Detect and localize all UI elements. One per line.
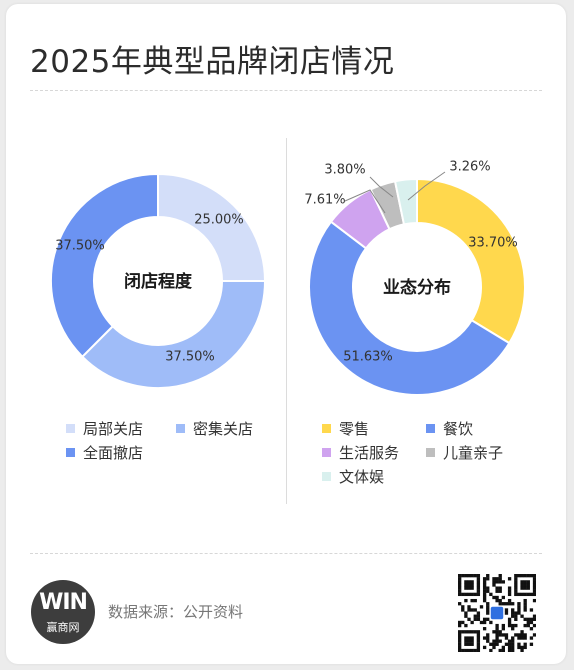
donut-slice-business-0 xyxy=(416,177,526,345)
leader-line-4 xyxy=(407,171,446,201)
page-title: 2025年典型品牌闭店情况 xyxy=(30,44,395,80)
donut-slice-closure-1 xyxy=(80,280,267,389)
legend-swatch xyxy=(426,448,435,457)
legend-item: 零售 xyxy=(322,418,369,439)
slice-value-label: 51.63% xyxy=(343,350,393,365)
legend-swatch xyxy=(322,424,331,433)
donut-center-label: 闭店程度 xyxy=(124,271,193,292)
legend-swatch xyxy=(66,424,75,433)
logo-name: 赢商网 xyxy=(46,621,80,634)
leader-line-2 xyxy=(344,189,386,214)
legend-label: 密集关店 xyxy=(193,420,254,438)
legend-label: 局部关店 xyxy=(83,420,144,438)
logo-mark: WIN xyxy=(39,590,88,615)
legend-label: 零售 xyxy=(339,420,370,438)
legend-swatch xyxy=(176,424,185,433)
qr-code-icon xyxy=(458,574,536,652)
slice-value-label: 7.61% xyxy=(304,193,345,208)
legend-item: 儿童亲子 xyxy=(426,442,503,463)
data-source-note: 数据来源：公开资料 xyxy=(108,603,244,621)
legend-label: 餐饮 xyxy=(443,420,474,438)
legend-item: 文体娱 xyxy=(322,466,384,487)
legend-item: 局部关店 xyxy=(66,418,143,439)
legend-label: 生活服务 xyxy=(339,444,400,462)
divider-top xyxy=(30,90,542,91)
legend-label: 全面撤店 xyxy=(83,444,144,462)
slice-value-label: 3.26% xyxy=(449,160,490,175)
donut-slice-business-1 xyxy=(308,220,511,396)
donut-slice-closure-0 xyxy=(157,172,267,282)
legend-swatch xyxy=(426,424,435,433)
donut-slice-business-4 xyxy=(393,177,418,226)
legend-item: 全面撤店 xyxy=(66,442,143,463)
legend-item: 密集关店 xyxy=(176,418,253,439)
donut-slice-closure-2 xyxy=(50,172,159,359)
slice-value-label: 37.50% xyxy=(55,239,105,254)
divider-vertical xyxy=(286,138,287,504)
legend-label: 文体娱 xyxy=(339,468,385,486)
slice-value-label: 3.80% xyxy=(324,163,365,178)
leader-line-3 xyxy=(369,176,394,198)
legend-swatch xyxy=(66,448,75,457)
divider-bottom xyxy=(30,553,542,554)
legend-item: 生活服务 xyxy=(322,442,399,463)
legend-item: 餐饮 xyxy=(426,418,473,439)
legend-swatch xyxy=(322,448,331,457)
slice-value-label: 25.00% xyxy=(194,213,244,228)
legend-swatch xyxy=(322,472,331,481)
legend-label: 儿童亲子 xyxy=(443,444,504,462)
slice-value-label: 37.50% xyxy=(165,350,215,365)
donut-center-label: 业态分布 xyxy=(383,277,451,298)
slice-value-label: 33.70% xyxy=(468,236,518,251)
winshang-logo: WIN 赢商网 xyxy=(31,580,95,644)
